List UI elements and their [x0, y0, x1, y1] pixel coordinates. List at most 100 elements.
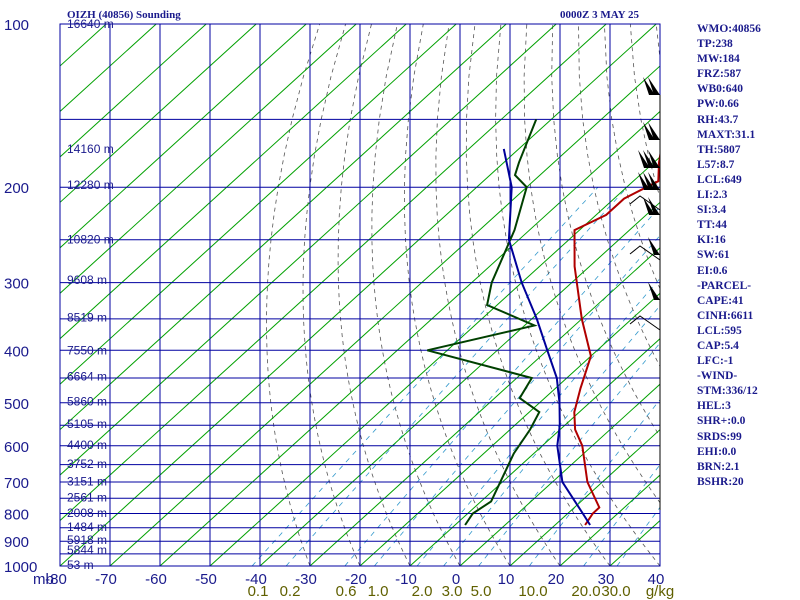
- wind-barb: [629, 195, 661, 211]
- temperature-tick-label: -30: [295, 571, 317, 588]
- wind-barb-flag: [638, 150, 650, 168]
- mixing-ratio-label: 0.1: [248, 583, 269, 600]
- isotherm-line: [559, 474, 660, 566]
- dry-adiabat-line: [266, 24, 321, 566]
- chart-datetime: 0000Z 3 MAY 25: [560, 9, 639, 21]
- isotherm-line: [259, 201, 660, 566]
- wind-barb-flag: [648, 77, 660, 95]
- mixing-ratio-line: [583, 464, 660, 566]
- height-label: 16640 m: [67, 17, 114, 31]
- dewpoint-line: [427, 119, 541, 526]
- isotherm-line: [60, 24, 207, 158]
- chart-title: OIZH (40856) Sounding: [67, 9, 181, 21]
- index-item: TH:5807: [697, 143, 741, 156]
- index-item: WMO:40856: [697, 23, 761, 35]
- wind-barb-flag: [638, 172, 650, 190]
- index-item: HEL:3: [697, 400, 731, 413]
- wind-barb-flag: [648, 282, 660, 300]
- temperature-tick-label: -50: [195, 571, 217, 588]
- index-item: BRN:2.1: [697, 460, 740, 473]
- isotherm-line: [60, 24, 307, 249]
- index-item: LFC:-1: [697, 355, 734, 368]
- isotherm-line: [60, 24, 607, 522]
- pressure-tick-label: 400: [4, 343, 29, 360]
- dry-adiabat-line: [371, 24, 461, 566]
- mixing-ratio-label: 0.2: [280, 583, 301, 600]
- height-label: 5918 m: [67, 533, 107, 547]
- height-label: 12280 m: [67, 178, 114, 192]
- wind-barb-flag: [643, 150, 655, 168]
- wind-barb-flag: [648, 237, 660, 255]
- index-item: KI:16: [697, 234, 726, 247]
- index-item: TT:44: [697, 219, 727, 232]
- isotherm-line: [359, 292, 660, 566]
- isotherms: [60, 24, 660, 566]
- temperature-tick-label: -20: [345, 571, 367, 588]
- pressure-tick-label: 1000: [4, 559, 37, 576]
- mixing-ratio-line: [251, 186, 599, 566]
- index-item: CINH:6611: [697, 309, 754, 322]
- mixing-ratio-line: [374, 234, 660, 566]
- isotherm-line: [60, 24, 257, 204]
- index-item: -PARCEL-: [697, 279, 752, 292]
- height-label: 8519 m: [67, 311, 107, 325]
- wind-barb-flag: [643, 122, 655, 140]
- height-label: 10820 m: [67, 233, 114, 247]
- mixing-ratio-label: 3.0: [442, 583, 463, 600]
- temperature-tick-label: 10: [498, 571, 515, 588]
- pressure-tick-label: 600: [4, 439, 29, 456]
- height-label: 2561 m: [67, 491, 107, 505]
- height-label: 5860 m: [67, 394, 107, 408]
- pressure-tick-label: 100: [4, 17, 29, 34]
- index-item: BSHR:20: [697, 475, 744, 488]
- isotherm-line: [309, 247, 660, 566]
- temperature-tick-label: -80: [45, 571, 67, 588]
- wind-barb-flag: [643, 77, 655, 95]
- index-item: CAP:5.4: [697, 339, 739, 352]
- mixing-ratio-label: 5.0: [471, 583, 492, 600]
- index-item: STM:336/12: [697, 385, 758, 398]
- mixing-ratio-label: 0.6: [336, 583, 357, 600]
- wind-barb: [629, 315, 661, 331]
- index-item: MW:184: [697, 53, 740, 66]
- height-label: 1484 m: [67, 520, 107, 534]
- y-axis-unit-label: mb: [33, 571, 54, 588]
- wind-barb: [629, 245, 661, 261]
- height-label: 4400 m: [67, 438, 107, 452]
- mixing-ratio-line: [443, 305, 660, 566]
- wind-barb-flag: [648, 150, 660, 168]
- height-label: 3752 m: [67, 457, 107, 471]
- temperature-tick-label: -70: [95, 571, 117, 588]
- stability-indices-list: WMO:40856 TP:238 MW:184 FRZ:587 WB0:640 PW:0.…: [697, 22, 761, 490]
- index-item: SRDS:99: [697, 430, 742, 443]
- dry-adiabat-line: [302, 24, 361, 566]
- pressure-grid: [59, 23, 661, 567]
- pressure-tick-label: 700: [4, 475, 29, 492]
- height-label: 6664 m: [67, 370, 107, 384]
- parcel-line: [502, 148, 591, 526]
- temperature-tick-label: -40: [245, 571, 267, 588]
- mixing-ratio-line: [616, 506, 660, 566]
- mixing-ratio-line: [285, 186, 628, 566]
- temperature-tick-label: 0: [452, 571, 460, 588]
- wind-barb-flag: [643, 197, 655, 215]
- index-item: RH:43.7: [697, 113, 739, 126]
- height-label: 53 m: [67, 558, 94, 572]
- isotherm-line: [159, 110, 660, 566]
- index-item: -WIND-: [697, 370, 738, 383]
- dry-adiabat-line: [578, 24, 660, 368]
- height-label: 5844 m: [67, 543, 107, 557]
- pressure-tick-label: 800: [4, 507, 29, 524]
- index-item: TP:238: [697, 38, 733, 51]
- pressure-tick-label: 500: [4, 396, 29, 413]
- isotherm-line: [60, 24, 407, 340]
- isotherm-line: [459, 383, 660, 566]
- temperature-tick-label: 20: [548, 571, 565, 588]
- height-label: 14160 m: [67, 142, 114, 156]
- isotherm-line: [60, 24, 557, 476]
- temperature-tick-label: -60: [145, 571, 167, 588]
- temperature-tick-label: 40: [648, 571, 665, 588]
- pressure-tick-label: 200: [4, 180, 29, 197]
